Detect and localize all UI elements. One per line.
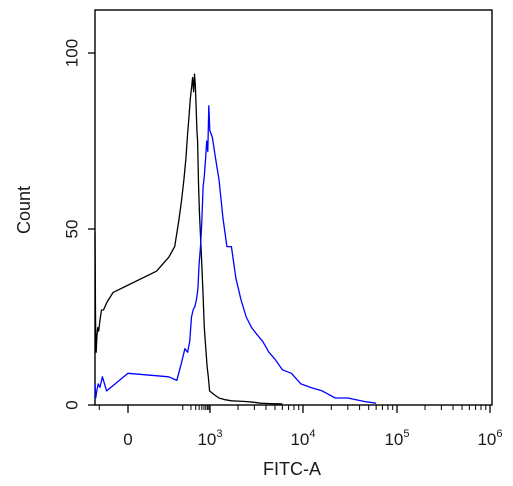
series-line-1 <box>94 73 283 405</box>
y-tick-label: 100 <box>63 39 82 67</box>
x-tick-label: 106 <box>477 428 502 449</box>
y-tick-label: 0 <box>63 400 82 409</box>
plot-frame <box>94 9 493 406</box>
x-axis-ticks: 0 103 104 105 106 <box>98 405 503 449</box>
x-tick-label: 103 <box>197 428 222 449</box>
y-axis-label: Count <box>14 186 34 234</box>
x-tick-label: 0 <box>123 430 132 449</box>
x-axis-label: FITC-A <box>263 459 321 479</box>
series-layer <box>94 73 377 405</box>
y-tick-label: 50 <box>63 220 82 239</box>
x-tick-label: 104 <box>290 428 315 449</box>
y-axis-ticks: 0 50 100 <box>63 39 95 410</box>
series-line-2 <box>94 105 377 404</box>
x-tick-label: 105 <box>384 428 409 449</box>
